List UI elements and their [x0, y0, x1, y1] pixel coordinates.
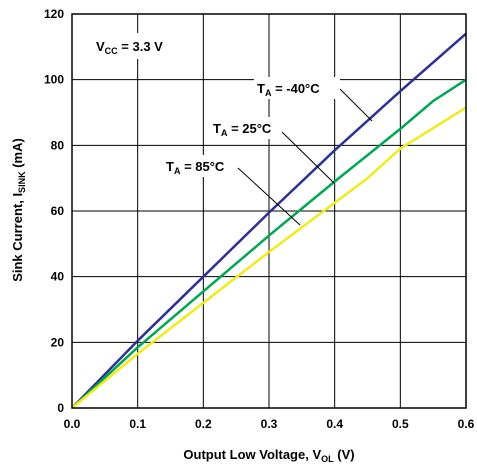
series-line-25	[71, 78, 467, 409]
y-tick-label: 40	[51, 270, 65, 284]
x-tick-label: 0.6	[458, 417, 475, 431]
series-label-25: TA = 25°C	[213, 121, 272, 138]
y-tick-label: 80	[51, 138, 65, 152]
y-tick-label: 60	[51, 204, 65, 218]
y-tick-label: 100	[44, 73, 64, 87]
x-tick-label: 0.2	[195, 417, 212, 431]
x-tick-label: 0.3	[261, 417, 278, 431]
y-tick-labels: 0 20 40 60 80 100 120	[44, 7, 64, 415]
condition-label: VCC = 3.3 V	[96, 39, 163, 56]
x-tick-label: 0.5	[392, 417, 409, 431]
series-label-85: TA = 85°C	[166, 159, 225, 176]
plot-frame	[71, 13, 467, 409]
y-tick-label: 0	[57, 401, 64, 415]
series-line-minus40	[71, 32, 467, 409]
label-bg-minus40	[254, 77, 340, 99]
y-tick-label: 120	[44, 7, 64, 21]
x-tick-label: 0.4	[326, 417, 343, 431]
label-bg-25	[210, 117, 282, 139]
label-bg-85	[163, 155, 237, 177]
series-lines	[71, 32, 467, 409]
x-tick-label: 0.1	[129, 417, 146, 431]
series-label-minus40: TA = -40°C	[257, 81, 320, 98]
y-tick-label: 20	[51, 335, 65, 349]
series-annotations: TA = -40°C TA = 25°C TA = 85°C	[163, 77, 373, 226]
x-tick-label: 0.0	[64, 417, 81, 431]
leader-line-minus40	[339, 88, 373, 122]
leader-line-25	[281, 131, 335, 184]
x-axis-label: Output Low Voltage, VOL (V)	[183, 447, 354, 464]
y-axis-label: Sink Current, ISINK (mA)	[10, 138, 27, 282]
condition-box-bg	[92, 33, 184, 59]
leader-line-85	[237, 167, 301, 226]
series-line-85	[71, 106, 467, 409]
x-tick-labels: 0.0 0.1 0.2 0.3 0.4 0.5 0.6	[64, 417, 475, 431]
